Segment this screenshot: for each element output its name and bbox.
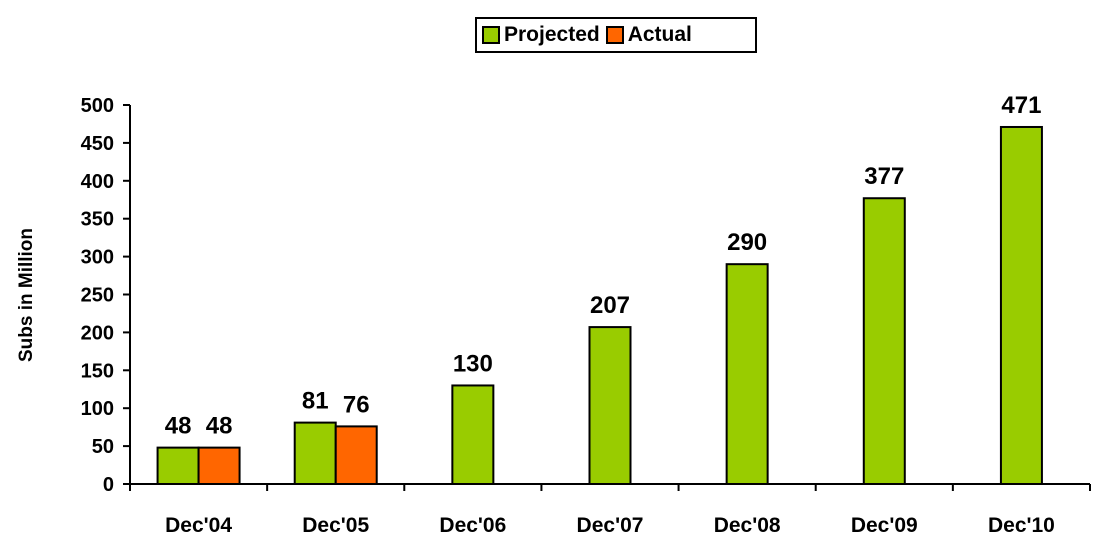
data-label: 471	[1001, 92, 1041, 119]
data-label: 76	[343, 391, 370, 418]
data-label: 207	[590, 292, 630, 319]
bar-projected	[725, 263, 769, 485]
bar-projected	[293, 421, 337, 485]
legend: Projected Actual	[475, 17, 757, 53]
bar-projected	[156, 446, 200, 485]
x-tick-label: Dec'09	[851, 514, 918, 537]
legend-swatch-projected	[482, 26, 500, 44]
legend-label-actual: Actual	[627, 23, 692, 46]
legend-item-actual: Actual	[605, 23, 692, 47]
y-tick-label: 200	[81, 322, 114, 344]
x-tick-label: Dec'08	[714, 514, 781, 537]
x-tick-label: Dec'06	[439, 514, 506, 537]
x-tick-label: Dec'05	[302, 514, 369, 537]
legend-label-projected: Projected	[504, 23, 600, 46]
legend-item-projected: Projected	[482, 23, 600, 47]
data-label: 48	[165, 413, 192, 440]
x-tick-label: Dec'04	[165, 514, 232, 537]
data-label: 377	[864, 163, 904, 190]
y-tick-label: 0	[103, 474, 114, 496]
y-tick-label: 400	[81, 171, 114, 193]
x-tick-label: Dec'07	[577, 514, 644, 537]
bar-projected	[862, 197, 906, 485]
data-label: 290	[727, 229, 767, 256]
data-label: 130	[453, 350, 493, 377]
y-tick-label: 50	[92, 436, 114, 458]
x-tick-label: Dec'10	[988, 514, 1055, 537]
y-tick-label: 100	[81, 398, 114, 420]
y-tick-label: 150	[81, 360, 114, 382]
y-tick-label: 300	[81, 247, 114, 269]
bar-projected	[999, 125, 1043, 486]
bar-projected	[588, 326, 632, 485]
y-tick-label: 500	[81, 95, 114, 117]
bar-actual	[197, 446, 241, 485]
data-label: 48	[206, 413, 233, 440]
data-label: 81	[302, 388, 329, 415]
bar-actual	[334, 425, 378, 485]
legend-swatch-actual	[605, 26, 624, 44]
y-tick-label: 250	[81, 285, 114, 307]
bar-projected	[451, 384, 495, 485]
y-tick-label: 350	[81, 209, 114, 231]
y-tick-label: 450	[81, 133, 114, 155]
